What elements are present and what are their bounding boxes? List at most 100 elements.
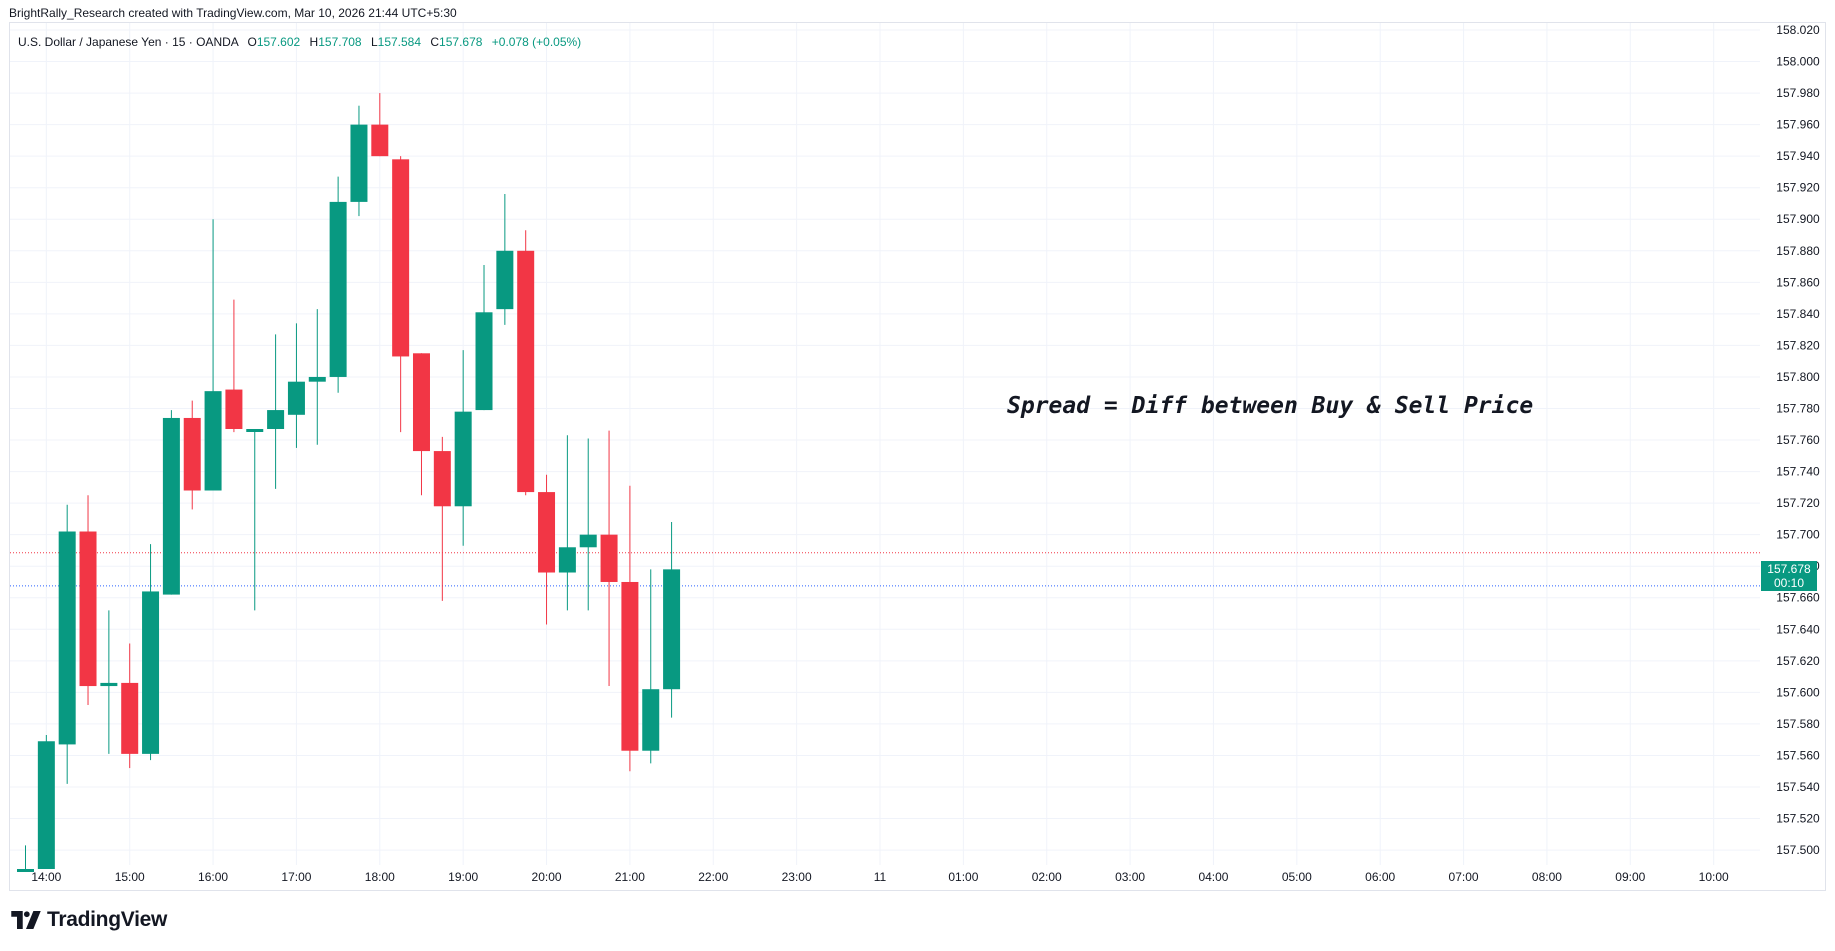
candle-body (58, 531, 76, 745)
price-tick-label: 157.980 (1776, 86, 1820, 100)
time-tick-label: 06:00 (1365, 870, 1395, 884)
candle[interactable] (37, 734, 55, 869)
high-label: H (309, 35, 319, 49)
candle[interactable] (329, 176, 347, 393)
open-value: 157.602 (256, 35, 301, 49)
spread-annotation[interactable]: Spread = Diff between Buy & Sell Price (1007, 393, 1534, 419)
close-label: C (430, 35, 440, 49)
time-tick-label: 11 (874, 870, 887, 884)
candle[interactable] (621, 485, 639, 772)
time-tick-label: 10:00 (1699, 870, 1729, 884)
time-tick-label: 08:00 (1532, 870, 1562, 884)
candle[interactable] (454, 350, 472, 546)
price-tick-label: 157.900 (1776, 212, 1820, 226)
time-axis: 14:00 15:00 16:00 17:00 18:00 19:00 20:00 21:00… (31, 870, 1729, 884)
candle-body (246, 428, 264, 432)
time-tick-label: 21:00 (615, 870, 645, 884)
candle[interactable] (433, 436, 451, 601)
tradingview-brand: TradingView (47, 908, 168, 931)
candle[interactable] (142, 544, 160, 761)
price-tick-label: 157.540 (1776, 780, 1820, 794)
candle-body (621, 581, 639, 751)
symbol-legend: U.S. Dollar / Japanese Yen · 15 · OANDA … (18, 35, 581, 49)
candle[interactable] (496, 194, 514, 325)
candle-body (183, 417, 201, 491)
candle[interactable] (371, 93, 389, 157)
candle[interactable] (538, 474, 556, 625)
time-tick-label: 07:00 (1449, 870, 1479, 884)
candle-body (642, 689, 660, 751)
time-tick-label: 03:00 (1115, 870, 1145, 884)
price-tick-label: 158.020 (1776, 23, 1820, 37)
symbol-name: U.S. Dollar / Japanese Yen · 15 · OANDA (18, 35, 239, 49)
tradingview-logo[interactable]: TradingView (11, 908, 167, 932)
candle[interactable] (79, 495, 97, 705)
candle[interactable] (663, 522, 681, 718)
time-tick-label: 09:00 (1615, 870, 1645, 884)
candle[interactable] (600, 430, 618, 687)
candle-body (433, 451, 451, 507)
candle[interactable] (412, 353, 430, 496)
candle-body (79, 531, 97, 687)
price-tick-label: 157.800 (1776, 370, 1820, 384)
candle[interactable] (517, 230, 535, 496)
candle-body (308, 376, 326, 382)
open-label: O (247, 35, 257, 49)
time-tick-label: 05:00 (1282, 870, 1312, 884)
price-tick-label: 157.640 (1776, 622, 1820, 636)
price-axis: 158.020 158.000 157.980 157.960 157.940 157.9… (1776, 23, 1820, 857)
candle[interactable] (267, 334, 285, 489)
candle-body (475, 312, 493, 411)
candle[interactable] (162, 410, 180, 595)
candle[interactable] (225, 299, 243, 433)
price-tick-label: 157.740 (1776, 465, 1820, 479)
candle-body (287, 381, 305, 415)
price-tick-label: 157.620 (1776, 654, 1820, 668)
candle-body (267, 410, 285, 429)
candle[interactable] (287, 323, 305, 448)
candle-body (663, 569, 681, 690)
time-tick-label: 19:00 (448, 870, 478, 884)
price-tick-label: 157.760 (1776, 433, 1820, 447)
candle[interactable] (100, 610, 118, 754)
candle[interactable] (392, 156, 410, 433)
price-tick-label: 157.940 (1776, 149, 1820, 163)
time-tick-label: 17:00 (281, 870, 311, 884)
close-value: 157.678 (439, 35, 483, 49)
price-tick-label: 157.860 (1776, 275, 1820, 289)
candle[interactable] (308, 309, 326, 445)
candle-body (412, 353, 430, 452)
candle-body (329, 201, 347, 377)
candle-body (17, 869, 34, 872)
time-tick-label: 23:00 (782, 870, 812, 884)
last-price-badge: 157.678 00:10 (1761, 561, 1817, 591)
candle[interactable] (579, 438, 597, 611)
candle-body (600, 534, 618, 582)
chart-credit: BrightRally_Research created with Tradin… (9, 6, 457, 20)
candle[interactable] (642, 569, 660, 764)
low-value: 157.584 (377, 35, 422, 49)
time-tick-label: 04:00 (1198, 870, 1228, 884)
candle[interactable] (17, 845, 34, 872)
chart-frame (9, 22, 1826, 891)
candle[interactable] (204, 219, 222, 491)
time-tick-label: 18:00 (365, 870, 395, 884)
candle-body (496, 250, 514, 310)
high-value: 157.708 (318, 35, 362, 49)
candle-body (142, 591, 160, 754)
candle[interactable] (350, 105, 368, 217)
candle[interactable] (121, 643, 139, 769)
candle-body (558, 547, 576, 573)
candle[interactable] (475, 264, 493, 411)
candle[interactable] (58, 504, 76, 784)
candle-body (121, 682, 139, 754)
candle-body (162, 417, 180, 595)
price-tick-label: 157.780 (1776, 401, 1820, 415)
candle[interactable] (246, 428, 264, 611)
price-tick-label: 157.840 (1776, 307, 1820, 321)
candle[interactable] (183, 400, 201, 510)
time-tick-label: 14:00 (31, 870, 61, 884)
candle[interactable] (558, 435, 576, 611)
price-tick-label: 157.520 (1776, 812, 1820, 826)
